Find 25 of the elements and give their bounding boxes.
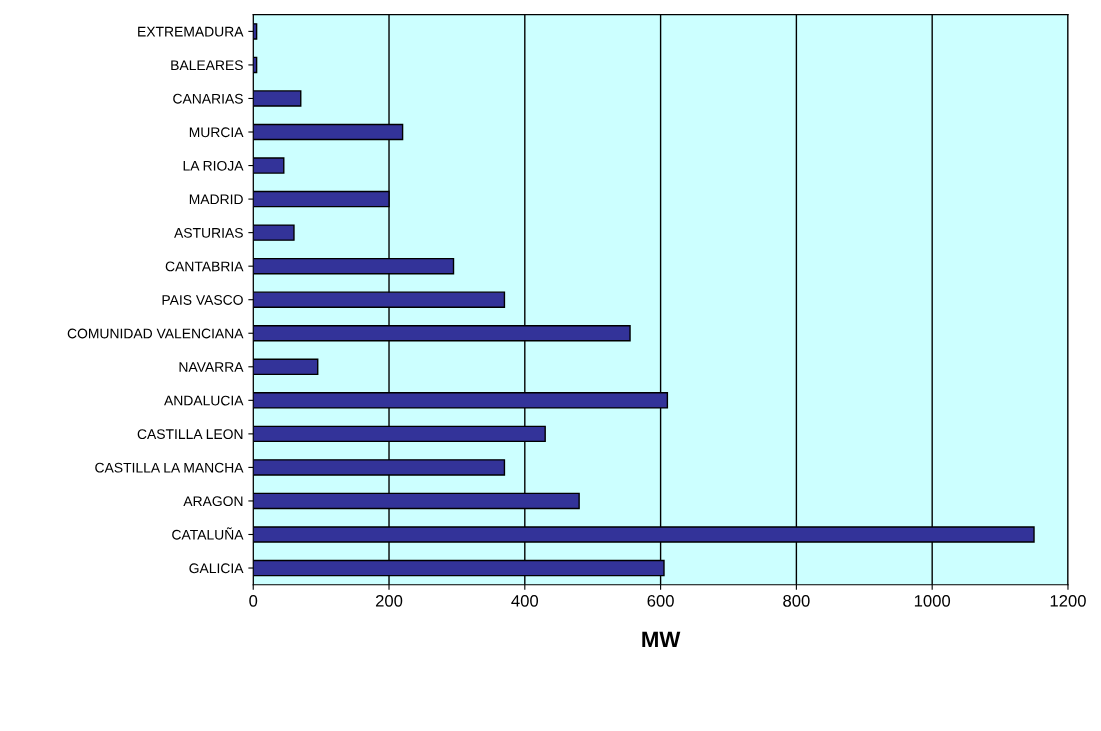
x-tick-label: 800 (783, 594, 810, 607)
y-tick-label: CASTILLA LA MANCHA (95, 462, 244, 473)
y-tick-label: CASTILLA LEON (137, 429, 243, 440)
y-tick-label: GALICIA (189, 563, 244, 574)
x-tick-label: 200 (375, 594, 403, 607)
y-tick-label: MURCIA (189, 127, 244, 138)
y-tick-label: ASTURIAS (174, 227, 243, 238)
y-tick-label: ANDALUCIA (164, 395, 244, 406)
y-tick-label: ARAGON (183, 496, 243, 507)
y-tick-label: CANARIAS (173, 93, 243, 104)
y-tick-label: EXTREMADURA (138, 26, 244, 37)
y-tick-label: NAVARRA (179, 362, 244, 372)
y-tick-label: PAIS VASCO (162, 295, 243, 305)
x-tick-label: 600 (647, 594, 674, 607)
y-tick-label: CANTABRIA (165, 261, 244, 272)
x-tick-label: 0 (249, 594, 258, 607)
x-tick-label: 1200 (1050, 594, 1086, 607)
x-axis-title: MW (642, 631, 681, 647)
x-tick-label: 1000 (914, 594, 951, 607)
y-tick-label: COMUNIDAD VALENCIANA (67, 328, 244, 339)
y-tick-label: MADRID (189, 194, 243, 205)
y-tick-label: LA RIOJA (183, 160, 244, 171)
y-tick-label: BALEARES (171, 60, 243, 71)
x-tick-label: 400 (511, 594, 539, 607)
y-tick-label: CATALUÑA (172, 527, 244, 540)
